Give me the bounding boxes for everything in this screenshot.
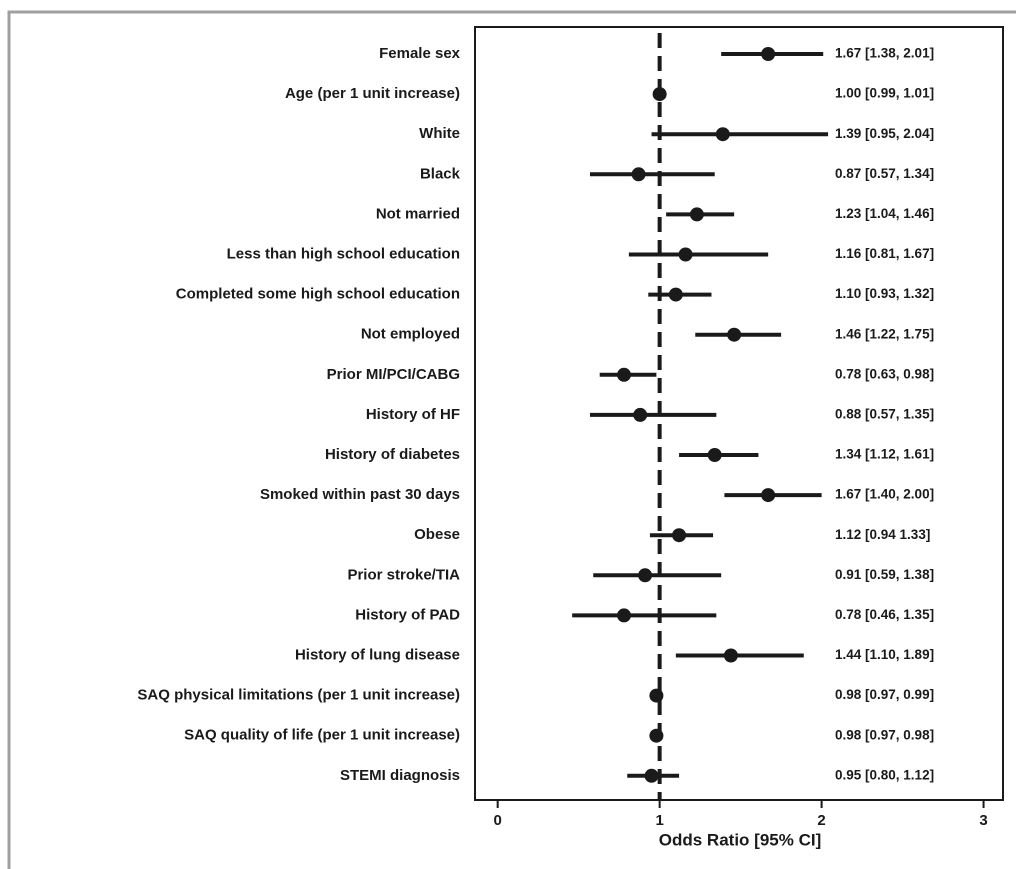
point-estimate — [668, 287, 683, 302]
value-label: 0.98 [0.97, 0.98] — [835, 727, 934, 742]
point-estimate — [649, 688, 664, 703]
row-label: History of PAD — [355, 606, 460, 623]
value-label: 1.00 [0.99, 1.01] — [835, 86, 934, 101]
row-label: Prior MI/PCI/CABG — [327, 366, 460, 383]
point-estimate — [617, 367, 632, 382]
value-label: 0.95 [0.80, 1.12] — [835, 767, 934, 782]
row-label: Black — [420, 165, 461, 182]
point-estimate — [631, 167, 646, 182]
point-estimate — [689, 207, 704, 222]
point-estimate — [707, 448, 722, 462]
point-estimate — [649, 728, 664, 743]
row-label: STEMI diagnosis — [340, 767, 460, 784]
point-estimate — [723, 648, 738, 663]
row-label: History of HF — [366, 406, 460, 423]
row-label: SAQ quality of life (per 1 unit increase… — [184, 727, 460, 744]
value-label: 1.67 [1.40, 2.00] — [835, 487, 934, 502]
point-estimate — [761, 47, 776, 61]
row-label: Completed some high school education — [176, 286, 460, 303]
row-label: History of diabetes — [325, 446, 460, 463]
row-label: Less than high school education — [227, 245, 460, 262]
x-tick-label: 0 — [494, 812, 502, 829]
row-label: Age (per 1 unit increase) — [285, 85, 460, 102]
row-label: History of lung disease — [295, 646, 460, 663]
point-estimate — [644, 768, 659, 783]
value-label: 0.87 [0.57, 1.34] — [835, 166, 934, 181]
point-estimate — [617, 608, 632, 623]
point-estimate — [633, 407, 648, 422]
value-label: 1.34 [1.12, 1.61] — [835, 447, 934, 462]
value-label: 0.91 [0.59, 1.38] — [835, 567, 934, 582]
x-tick-label: 3 — [979, 812, 987, 829]
x-axis-label: Odds Ratio [95% CI] — [659, 830, 821, 849]
point-estimate — [761, 488, 776, 503]
value-label: 0.78 [0.46, 1.35] — [835, 607, 934, 622]
value-label: 1.67 [1.38, 2.01] — [835, 46, 934, 61]
row-label: Prior stroke/TIA — [347, 566, 460, 583]
row-label: Not employed — [361, 326, 460, 343]
row-label: Smoked within past 30 days — [260, 486, 460, 503]
value-label: 1.44 [1.10, 1.89] — [835, 647, 934, 662]
point-estimate — [727, 327, 742, 342]
value-label: 0.88 [0.57, 1.35] — [835, 406, 934, 421]
value-label: 1.12 [0.94 1.33] — [835, 527, 930, 542]
row-label: Obese — [414, 526, 460, 543]
frame — [7, 10, 1016, 869]
point-estimate — [715, 127, 730, 142]
row-label: Not married — [376, 205, 460, 222]
row-label: SAQ physical limitations (per 1 unit inc… — [137, 687, 460, 704]
x-tick-label: 2 — [817, 812, 825, 829]
point-estimate — [638, 568, 653, 583]
point-estimate — [678, 247, 693, 262]
row-label: White — [419, 125, 460, 142]
value-label: 0.98 [0.97, 0.99] — [835, 687, 934, 702]
value-label: 1.10 [0.93, 1.32] — [835, 286, 934, 301]
value-label: 1.46 [1.22, 1.75] — [835, 326, 934, 341]
point-estimate — [652, 87, 667, 102]
value-label: 1.39 [0.95, 2.04] — [835, 126, 934, 141]
value-label: 0.78 [0.63, 0.98] — [835, 366, 934, 381]
point-estimate — [672, 528, 687, 543]
row-label: Female sex — [379, 45, 461, 62]
x-tick-label: 1 — [655, 812, 663, 829]
plot-box — [474, 26, 1004, 801]
value-label: 1.23 [1.04, 1.46] — [835, 206, 934, 221]
value-label: 1.16 [0.81, 1.67] — [835, 246, 934, 261]
